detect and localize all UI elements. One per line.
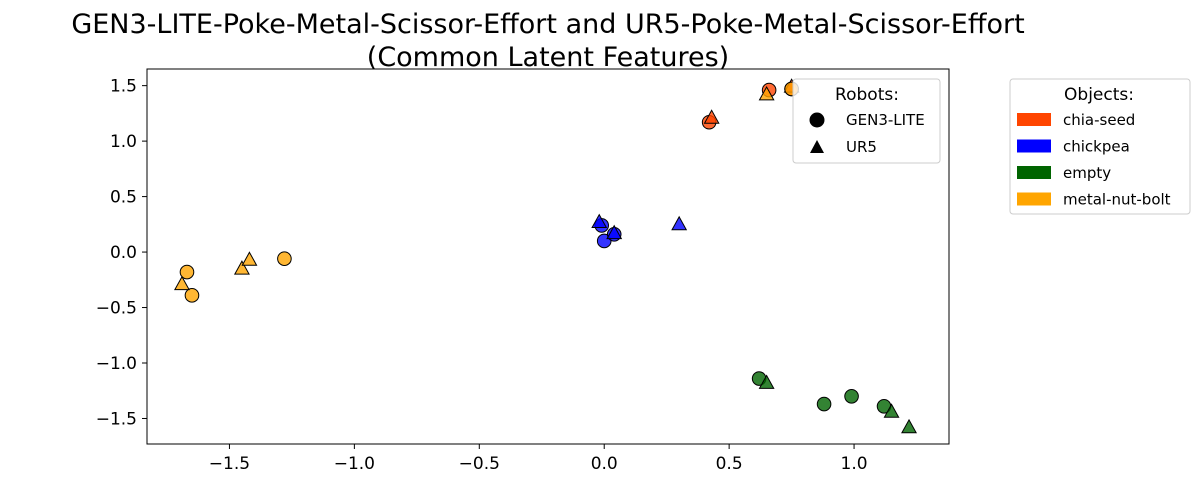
point-metal-nut-bolt-ur5-1 (233, 260, 250, 275)
point-empty-gen3-lite-2 (844, 388, 859, 404)
x-tick-label: −0.5 (459, 454, 500, 474)
legend-swatch-chia-seed (1017, 113, 1051, 126)
legend-label-ur5: UR5 (846, 138, 877, 156)
point-chia-seed-ur5-0 (703, 109, 720, 124)
x-tick-label: 1.0 (841, 454, 868, 474)
plot-frame (146, 68, 950, 445)
points-layer (174, 78, 917, 434)
object-legend-box (1009, 78, 1191, 215)
point-chickpea-ur5-1 (606, 224, 623, 240)
y-tick-label: 0.5 (110, 188, 137, 208)
legend-label-empty: empty (1063, 164, 1111, 182)
x-tick-label: −1.5 (209, 454, 250, 474)
y-tick-label: −0.5 (96, 299, 137, 319)
x-axis: −1.5 −1.0 −0.5 0.0 0.5 1.0 (209, 444, 868, 474)
chart-subtitle: (Common Latent Features) (367, 42, 729, 73)
x-tick-label: 0.5 (716, 454, 743, 474)
robot-legend-title: Robots: (835, 85, 899, 105)
legend-label-chickpea: chickpea (1063, 138, 1130, 156)
point-metal-nut-bolt-gen3-lite-0 (179, 264, 195, 280)
y-tick-label: 1.0 (110, 132, 137, 152)
y-tick-label: 1.5 (110, 77, 137, 97)
point-empty-ur5-2 (901, 418, 917, 434)
x-tick-label: 0.0 (591, 454, 618, 474)
y-tick-label: −1.5 (96, 409, 137, 429)
legend-swatch-metal-nut-bolt (1017, 192, 1051, 206)
legend-circle-marker (809, 112, 825, 128)
x-tick-label: −1.0 (334, 454, 375, 474)
object-legend-title: Objects: (1064, 85, 1134, 105)
legend-label-gen3-lite: GEN3-LITE (846, 111, 925, 129)
robot-legend: Robots: GEN3-LITE UR5 (792, 78, 941, 164)
point-metal-nut-bolt-ur5-0 (174, 275, 190, 291)
point-metal-nut-bolt-gen3-lite-2 (277, 251, 292, 267)
object-legend: Objects: chia-seed chickpea empty metal-nut… (1009, 78, 1191, 215)
legend-label-chia-seed: chia-seed (1063, 111, 1135, 129)
point-chickpea-ur5-0 (591, 213, 608, 229)
point-metal-nut-bolt-ur5-2 (241, 251, 258, 266)
chart-title: GEN3-LITE-Poke-Metal-Scissor-Effort and … (71, 9, 1024, 40)
y-tick-label: 0.0 (110, 243, 137, 263)
legend-swatch-empty (1017, 166, 1051, 179)
robot-legend-box (792, 78, 941, 164)
point-metal-nut-bolt-ur5-3 (758, 85, 775, 101)
legend-triangle-marker (810, 140, 824, 153)
point-empty-ur5-0 (758, 374, 775, 389)
legend-label-metal-nut-bolt: metal-nut-bolt (1063, 191, 1171, 209)
y-tick-label: −1.0 (96, 354, 137, 374)
point-empty-gen3-lite-1 (816, 396, 832, 412)
point-metal-nut-bolt-gen3-lite-1 (184, 288, 200, 303)
point-empty-ur5-1 (883, 403, 900, 418)
legend-swatch-chickpea (1017, 139, 1051, 153)
point-chickpea-ur5-2 (671, 215, 688, 231)
y-axis: −1.5 −1.0 −0.5 0.0 0.5 1.0 1.5 (96, 77, 147, 429)
